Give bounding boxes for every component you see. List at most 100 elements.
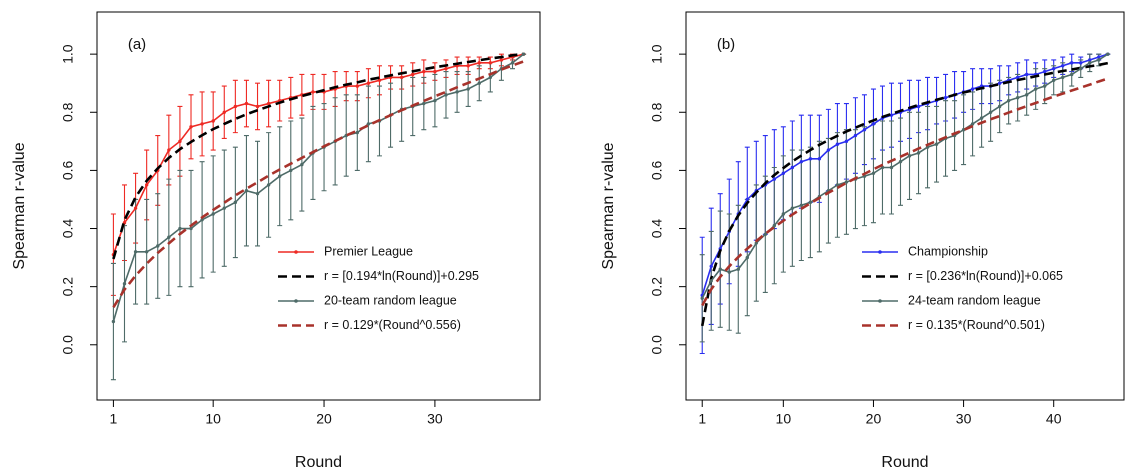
point (233, 104, 238, 109)
series-line (112, 53, 525, 322)
point (144, 183, 149, 187)
point (997, 104, 1002, 109)
fit-line (112, 60, 525, 308)
point (1033, 87, 1038, 91)
x-tick-label: 20 (316, 411, 332, 427)
y-axis-label: Spearman r-value (600, 142, 617, 269)
legend-marker (878, 299, 882, 303)
point (781, 171, 786, 176)
point (167, 235, 171, 239)
point (835, 142, 840, 146)
point (266, 101, 271, 106)
point (718, 267, 722, 271)
point (853, 133, 858, 138)
legend-marker (294, 250, 298, 254)
point (826, 148, 831, 152)
point (1070, 72, 1074, 77)
point (455, 90, 459, 94)
y-tick-label: 0.6 (649, 160, 665, 180)
point (709, 279, 713, 283)
legend: Premier League r = [0.194*ln(Round)]+0.29… (278, 244, 479, 332)
y-tick-label: 0.8 (649, 102, 665, 122)
legend-label: 24-team random league (908, 293, 1041, 307)
point (1088, 61, 1092, 65)
point (844, 139, 849, 144)
y-tick-label: 0.0 (649, 335, 665, 355)
point (817, 157, 822, 161)
point (144, 250, 149, 254)
point (189, 125, 193, 129)
point (466, 64, 470, 68)
legend: Championship r = [0.236*ln(Round)]+0.065 2… (862, 244, 1063, 332)
point (521, 52, 526, 56)
point (898, 159, 903, 164)
point (300, 162, 304, 167)
point (355, 130, 360, 135)
point (167, 148, 171, 152)
x-tick-label: 40 (1046, 411, 1062, 427)
point (399, 75, 404, 80)
x-tick-label: 10 (776, 411, 792, 427)
point (1088, 58, 1092, 62)
point (1024, 93, 1029, 97)
x-axis-label: Round (881, 454, 928, 471)
point (211, 212, 215, 216)
panel-annotation: (b) (717, 36, 735, 53)
point (1015, 96, 1020, 100)
point (189, 226, 193, 231)
x-tick-label: 20 (866, 411, 882, 427)
point (111, 319, 116, 324)
point (444, 66, 448, 71)
point (1006, 98, 1011, 103)
point (790, 165, 795, 170)
point (799, 203, 804, 207)
point (1052, 78, 1056, 82)
point (700, 296, 704, 300)
point (366, 122, 371, 126)
point (488, 61, 493, 65)
series-line (112, 53, 524, 255)
point (1061, 64, 1065, 68)
point (907, 154, 912, 158)
point (444, 93, 448, 97)
plot-area (699, 52, 1111, 355)
point (377, 78, 382, 82)
legend-label: r = 0.135*(Round^0.501) (908, 318, 1045, 332)
point (1024, 72, 1029, 77)
x-tick-label: 30 (956, 411, 972, 427)
point (222, 110, 226, 114)
point (970, 87, 975, 91)
point (799, 159, 804, 164)
y-tick-label: 0.4 (649, 219, 665, 239)
point (133, 206, 138, 210)
point (889, 165, 894, 170)
point (736, 267, 740, 271)
point (997, 81, 1002, 85)
point (745, 255, 749, 260)
point (433, 98, 437, 103)
point (1015, 75, 1020, 80)
point (916, 151, 921, 155)
point (422, 101, 426, 106)
point (156, 244, 160, 248)
point (781, 212, 786, 216)
point (510, 61, 515, 65)
point (754, 241, 758, 245)
x-axis-label: Round (295, 454, 342, 471)
point (178, 226, 182, 231)
y-tick-label: 0.4 (60, 219, 76, 239)
plot-frame (685, 11, 1125, 401)
x-tick-label: 1 (698, 411, 706, 427)
point (763, 232, 768, 237)
point (808, 200, 813, 205)
x-tick-label: 10 (205, 411, 221, 427)
point (727, 270, 731, 274)
point (266, 183, 271, 187)
point (422, 69, 426, 74)
point (466, 87, 470, 91)
legend-label: Premier League (324, 244, 413, 258)
x-tick-label: 30 (427, 411, 443, 427)
fit-line (701, 77, 1109, 307)
x-tick-label: 1 (110, 411, 118, 427)
